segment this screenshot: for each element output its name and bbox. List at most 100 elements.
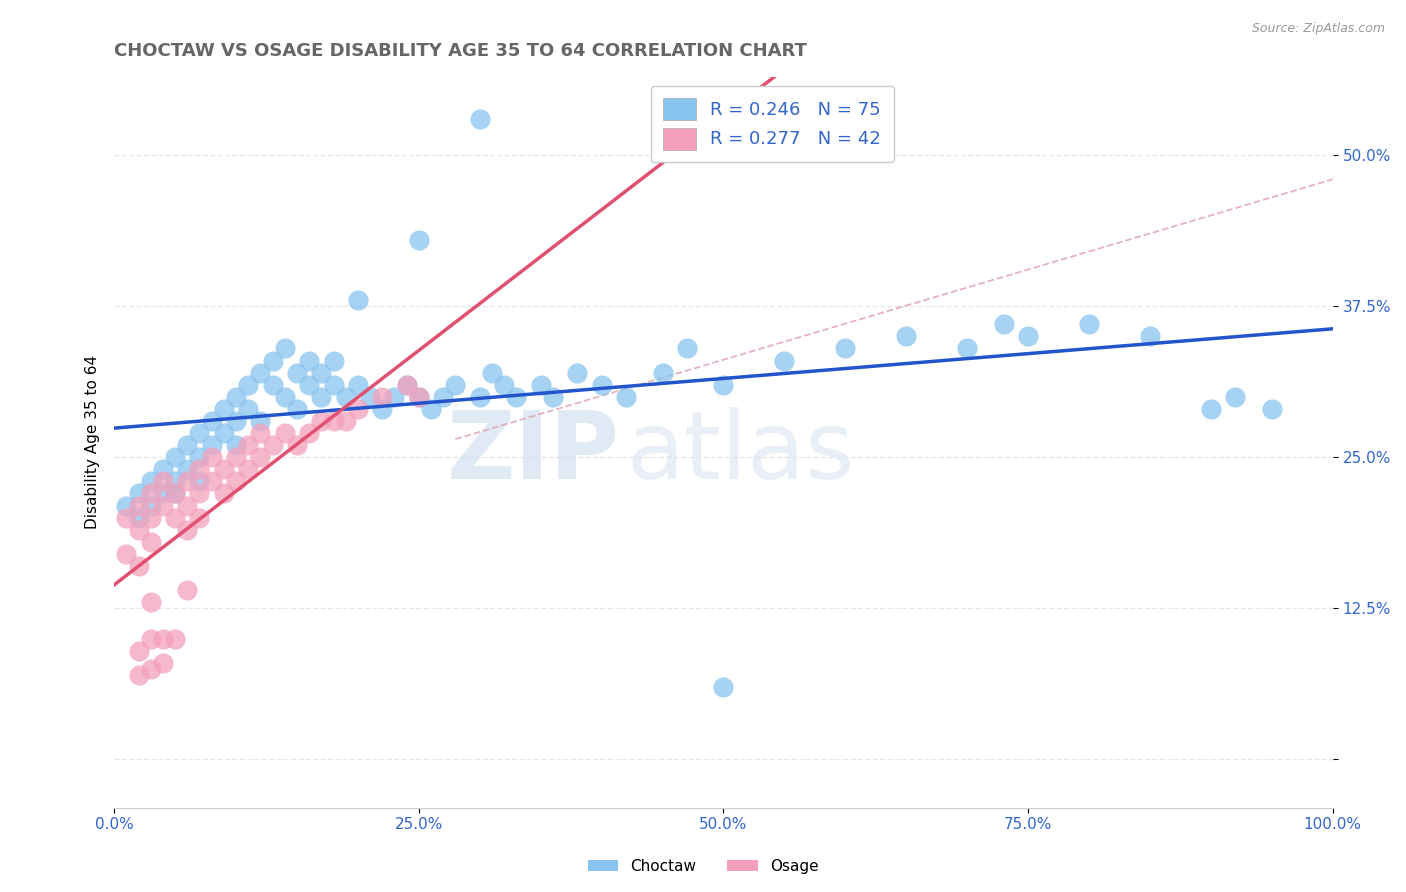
Point xyxy=(834,342,856,356)
Point xyxy=(298,377,321,392)
Point xyxy=(395,377,418,392)
Point xyxy=(651,366,673,380)
Point xyxy=(188,426,211,441)
Point xyxy=(188,462,211,476)
Point xyxy=(1225,390,1247,404)
Point xyxy=(128,523,150,537)
Point xyxy=(115,547,138,561)
Point xyxy=(188,510,211,524)
Point xyxy=(152,656,174,670)
Point xyxy=(249,414,271,428)
Point xyxy=(238,377,260,392)
Point xyxy=(676,342,699,356)
Point xyxy=(165,475,187,489)
Point xyxy=(408,390,430,404)
Point xyxy=(225,450,247,465)
Point xyxy=(152,632,174,646)
Point xyxy=(152,475,174,489)
Point xyxy=(225,438,247,452)
Point xyxy=(152,486,174,500)
Point xyxy=(408,233,430,247)
Point xyxy=(128,643,150,657)
Text: CHOCTAW VS OSAGE DISABILITY AGE 35 TO 64 CORRELATION CHART: CHOCTAW VS OSAGE DISABILITY AGE 35 TO 64… xyxy=(114,42,807,60)
Point xyxy=(188,475,211,489)
Legend: R = 0.246   N = 75, R = 0.277   N = 42: R = 0.246 N = 75, R = 0.277 N = 42 xyxy=(651,86,894,162)
Point xyxy=(225,475,247,489)
Point xyxy=(1078,318,1101,332)
Point xyxy=(481,366,503,380)
Point xyxy=(1199,401,1222,416)
Y-axis label: Disability Age 35 to 64: Disability Age 35 to 64 xyxy=(86,355,100,529)
Point xyxy=(322,377,344,392)
Point xyxy=(238,462,260,476)
Point xyxy=(128,559,150,574)
Point xyxy=(139,595,162,609)
Point xyxy=(371,401,394,416)
Point xyxy=(176,438,198,452)
Point xyxy=(713,680,735,694)
Point xyxy=(238,438,260,452)
Point xyxy=(274,426,297,441)
Point xyxy=(541,390,564,404)
Legend: Choctaw, Osage: Choctaw, Osage xyxy=(582,853,824,880)
Point xyxy=(311,390,333,404)
Point xyxy=(139,499,162,513)
Point xyxy=(298,426,321,441)
Point xyxy=(347,377,370,392)
Point xyxy=(139,510,162,524)
Point xyxy=(311,366,333,380)
Point xyxy=(212,401,235,416)
Point xyxy=(225,414,247,428)
Point xyxy=(249,426,271,441)
Point xyxy=(139,662,162,676)
Point xyxy=(165,450,187,465)
Point xyxy=(322,353,344,368)
Point xyxy=(298,353,321,368)
Point xyxy=(139,534,162,549)
Point xyxy=(212,486,235,500)
Point xyxy=(152,499,174,513)
Point xyxy=(359,390,381,404)
Point xyxy=(212,462,235,476)
Point xyxy=(176,583,198,598)
Point xyxy=(347,293,370,307)
Point xyxy=(128,486,150,500)
Point xyxy=(432,390,454,404)
Point xyxy=(201,414,224,428)
Point xyxy=(139,475,162,489)
Point xyxy=(188,486,211,500)
Point xyxy=(249,450,271,465)
Point xyxy=(335,414,357,428)
Point xyxy=(238,401,260,416)
Point xyxy=(773,353,796,368)
Point xyxy=(371,390,394,404)
Point xyxy=(225,390,247,404)
Point xyxy=(188,450,211,465)
Point xyxy=(262,377,284,392)
Point xyxy=(201,475,224,489)
Point xyxy=(494,377,516,392)
Point xyxy=(201,438,224,452)
Point xyxy=(128,499,150,513)
Point xyxy=(1017,329,1039,343)
Text: atlas: atlas xyxy=(626,407,855,500)
Point xyxy=(115,510,138,524)
Point xyxy=(956,342,979,356)
Point xyxy=(285,366,308,380)
Point xyxy=(212,426,235,441)
Point xyxy=(176,475,198,489)
Point xyxy=(128,667,150,681)
Point xyxy=(165,510,187,524)
Point xyxy=(468,112,491,126)
Point xyxy=(201,450,224,465)
Point xyxy=(165,486,187,500)
Point xyxy=(993,318,1015,332)
Point xyxy=(262,353,284,368)
Point xyxy=(567,366,589,380)
Point xyxy=(420,401,443,416)
Point xyxy=(139,486,162,500)
Point xyxy=(408,390,430,404)
Point xyxy=(128,510,150,524)
Point xyxy=(152,462,174,476)
Point xyxy=(395,377,418,392)
